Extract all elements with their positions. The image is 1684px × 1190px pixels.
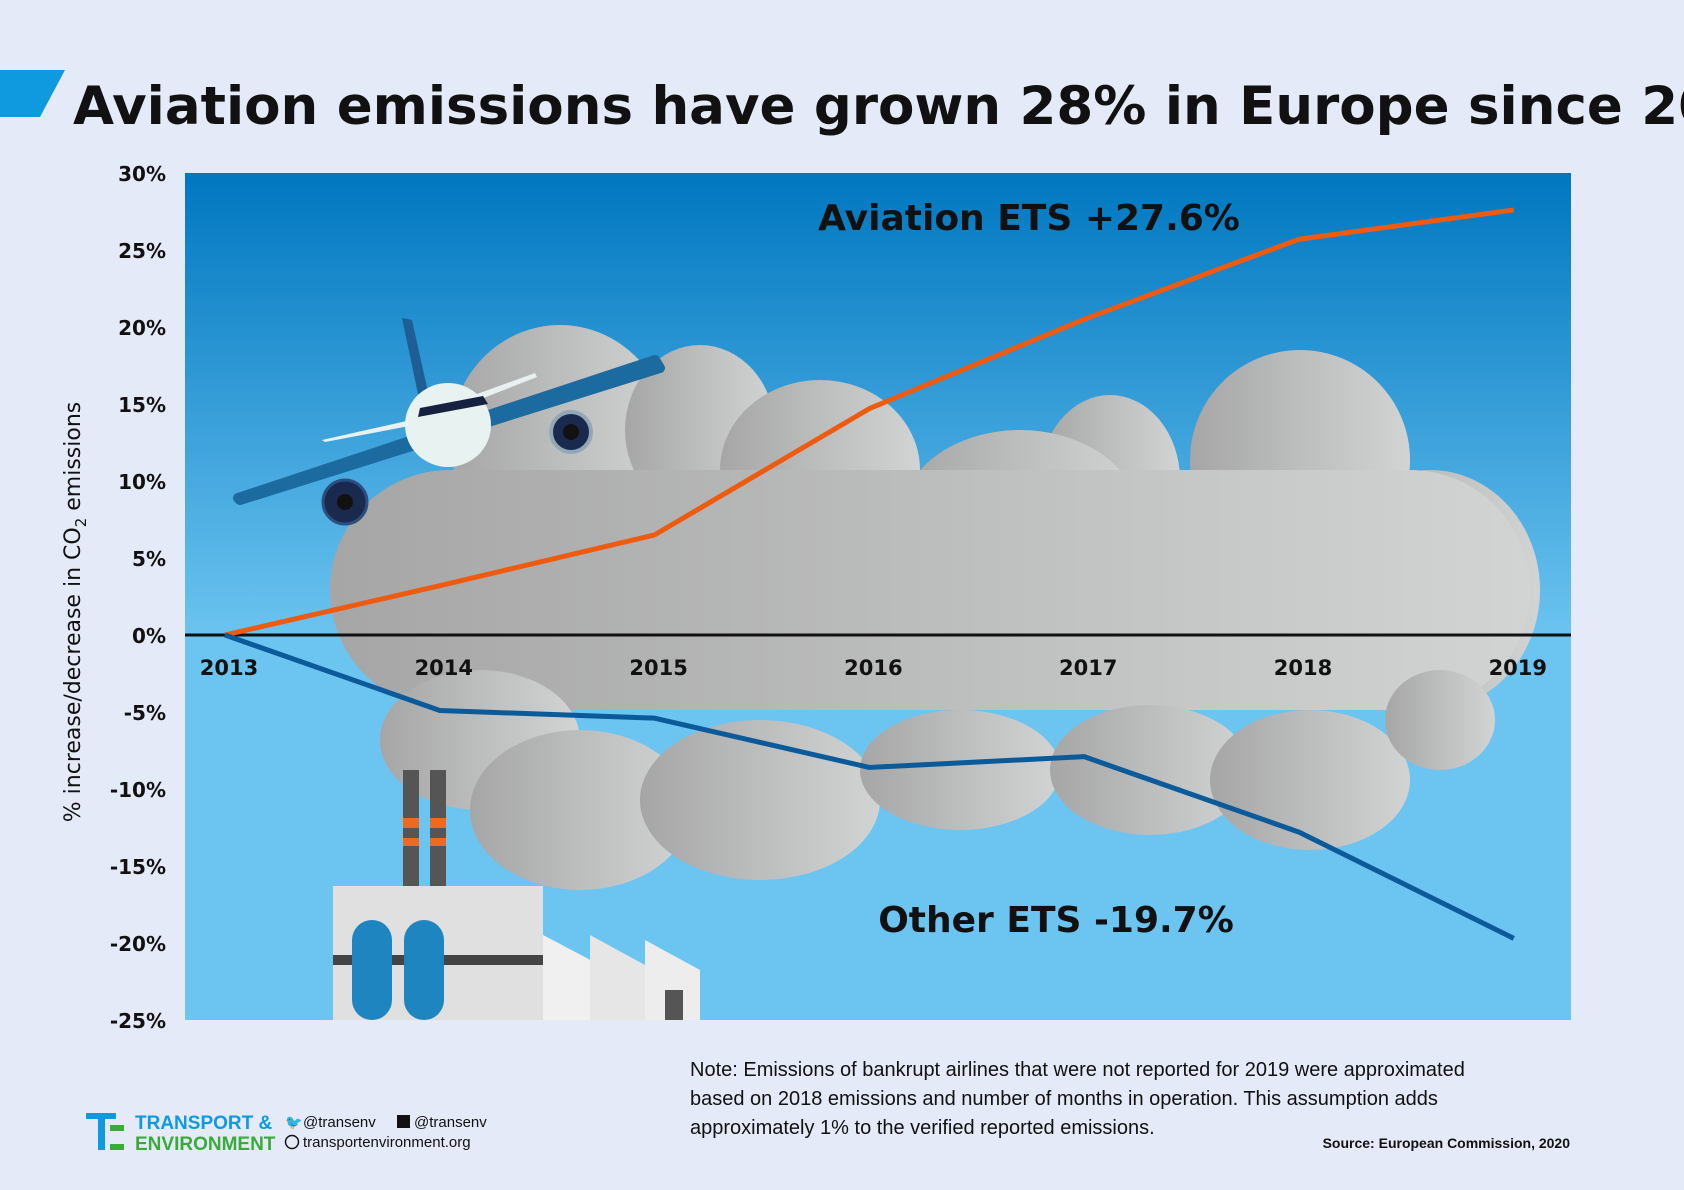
- aviation-series-label: Aviation ETS +27.6%: [818, 198, 1240, 239]
- y-axis-label: % increase/decrease in CO2 emissions: [61, 402, 90, 822]
- y-tick-label: 20%: [118, 316, 166, 340]
- title-accent-shape: [0, 70, 65, 117]
- y-tick-label: 10%: [118, 470, 166, 494]
- y-tick-label: -25%: [110, 1009, 166, 1033]
- y-tick-label: -5%: [124, 701, 166, 725]
- x-tick-label: 2015: [629, 656, 687, 680]
- footnote: Note: Emissions of bankrupt airlines tha…: [690, 1059, 1465, 1139]
- y-tick-label: 25%: [118, 239, 166, 263]
- x-tick-label: 2019: [1489, 656, 1547, 680]
- y-axis: 30% 25% 20% 15% 10% 5% 0% -5% -10% -15% -20% -25%: [110, 162, 166, 1033]
- x-axis: 2013 2014 2015 2016 2017 2018 2019: [200, 656, 1547, 680]
- social-links: 🐦 @transenv @transenv transportenvironme…: [284, 1114, 487, 1151]
- aviation-ets-series: [224, 207, 1515, 638]
- other-ets-series: [224, 632, 1515, 941]
- twitter-handle[interactable]: @transenv: [303, 1114, 376, 1131]
- te-logo: TRANSPORT & ENVIRONMENT: [86, 1113, 276, 1155]
- y-tick-label: -15%: [110, 855, 166, 879]
- y-tick-label: 30%: [118, 162, 166, 186]
- logo-text-line2: ENVIRONMENT: [135, 1134, 276, 1155]
- other-series-label: Other ETS -19.7%: [878, 900, 1234, 941]
- airplane-illustration: [233, 318, 665, 526]
- note-line: Note: Emissions of bankrupt airlines tha…: [690, 1059, 1465, 1081]
- page-title: Aviation emissions have grown 28% in Eur…: [73, 76, 1684, 137]
- y-tick-label: 0%: [132, 624, 166, 648]
- y-tick-label: 15%: [118, 393, 166, 417]
- x-tick-label: 2013: [200, 656, 258, 680]
- facebook-icon: [397, 1115, 410, 1128]
- globe-icon: [284, 1134, 300, 1150]
- website-link[interactable]: transportenvironment.org: [303, 1134, 471, 1151]
- twitter-icon: 🐦: [285, 1114, 302, 1130]
- x-tick-label: 2018: [1274, 656, 1332, 680]
- y-tick-label: -10%: [110, 778, 166, 802]
- x-tick-label: 2016: [844, 656, 902, 680]
- logo-text-line1: TRANSPORT &: [135, 1113, 273, 1134]
- note-line: based on 2018 emissions and number of mo…: [690, 1088, 1438, 1110]
- smoke-cloud: [330, 325, 1540, 890]
- factory-illustration: [333, 770, 700, 1020]
- facebook-handle[interactable]: @transenv: [414, 1114, 487, 1131]
- y-tick-label: -20%: [110, 932, 166, 956]
- source-text: Source: European Commission, 2020: [1323, 1135, 1571, 1151]
- note-line: approximately 1% to the verified reporte…: [690, 1117, 1155, 1139]
- x-tick-label: 2014: [415, 656, 473, 680]
- y-tick-label: 5%: [132, 547, 166, 571]
- x-tick-label: 2017: [1059, 656, 1117, 680]
